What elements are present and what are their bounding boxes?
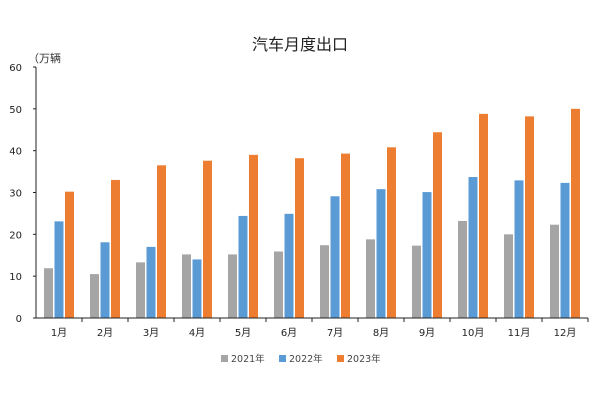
x-tick-label: 7月 [327, 327, 343, 339]
y-tick-label: 10 [9, 272, 22, 283]
bar-2023年-4月 [203, 160, 212, 318]
y-tick-label: 0 [16, 314, 22, 325]
x-tick-label: 9月 [419, 327, 435, 339]
bar-2023年-12月 [571, 108, 580, 318]
bar-2022年-4月 [192, 259, 202, 318]
x-tick-label: 8月 [373, 327, 389, 339]
bar-2022年-3月 [146, 246, 156, 318]
y-tick-label: 50 [9, 105, 22, 116]
bar-2022年-6月 [284, 213, 294, 318]
bar-2023年-10月 [479, 113, 488, 318]
bar-2023年-9月 [433, 132, 442, 318]
y-tick-label: 40 [9, 147, 22, 158]
legend-swatch-2022年 [279, 355, 286, 362]
bar-2021年-7月 [320, 245, 329, 318]
x-tick-label: 10月 [462, 327, 485, 339]
bar-2023年-11月 [525, 116, 534, 318]
bar-2023年-3月 [157, 165, 166, 318]
bar-2023年-5月 [249, 154, 258, 318]
bar-2021年-12月 [550, 224, 559, 318]
bar-2021年-8月 [366, 239, 375, 318]
bar-2023年-1月 [65, 191, 74, 318]
bar-2021年-10月 [458, 220, 467, 318]
bar-2022年-12月 [560, 182, 570, 318]
x-tick-label: 3月 [143, 327, 159, 339]
x-tick-label: 4月 [189, 327, 205, 339]
bar-2022年-2月 [100, 242, 110, 318]
bar-2021年-4月 [182, 254, 191, 318]
x-tick-label: 6月 [281, 327, 297, 339]
legend-label-2021年: 2021年 [231, 353, 265, 365]
bar-2022年-7月 [330, 196, 340, 318]
bar-2023年-2月 [111, 179, 120, 318]
bar-2021年-1月 [44, 268, 53, 318]
bar-2023年-6月 [295, 158, 304, 318]
bar-2022年-10月 [468, 177, 478, 318]
y-tick-label: 60 [9, 63, 22, 74]
bar-2021年-5月 [228, 254, 237, 318]
y-axis-unit-label: （万辆 [28, 51, 61, 65]
x-axis: 1月 2月 3月 4月 5月 6月 7月 8月 9月 10月 11月 12月 [36, 317, 589, 339]
x-tick-label: 12月 [554, 327, 577, 339]
bar-2021年-2月 [90, 274, 99, 318]
bar-2022年-9月 [422, 192, 432, 318]
bar-2021年-11月 [504, 234, 513, 318]
bar-2023年-7月 [341, 153, 350, 318]
bar-2021年-6月 [274, 251, 283, 318]
y-tick-label: 30 [9, 189, 22, 200]
legend-label-2022年: 2022年 [289, 353, 323, 365]
bar-2021年-3月 [136, 262, 145, 318]
legend-swatch-2021年 [221, 355, 228, 362]
x-tick-label: 2月 [97, 327, 113, 339]
x-tick-label: 5月 [235, 327, 251, 339]
bar-2023年-8月 [387, 147, 396, 318]
bar-2022年-11月 [514, 180, 524, 318]
bar-2022年-5月 [238, 215, 248, 318]
x-tick-label: 1月 [51, 327, 67, 339]
legend: 2021年 2022年 2023年 [221, 353, 381, 365]
chart-title: 汽车月度出口 [252, 35, 348, 54]
bar-2022年-8月 [376, 189, 386, 318]
legend-swatch-2023年 [337, 355, 344, 362]
y-axis: 0 10 20 30 40 50 60 [9, 63, 37, 325]
bars [44, 108, 580, 318]
y-tick-label: 20 [9, 230, 22, 241]
bar-2021年-9月 [412, 245, 421, 318]
x-tick-label: 11月 [508, 327, 531, 339]
bar-2022年-1月 [54, 221, 64, 318]
legend-label-2023年: 2023年 [347, 353, 381, 365]
